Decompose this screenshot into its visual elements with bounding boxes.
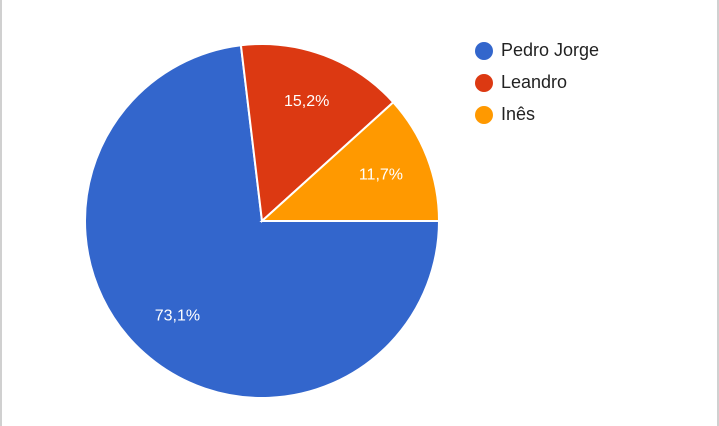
slice-label: 15,2% [284,93,329,110]
legend-marker [475,42,493,60]
legend-label: Leandro [501,72,567,92]
legend-marker [475,74,493,92]
slice-label: 11,7% [359,166,403,183]
legend-label: Inês [501,104,535,124]
pie-slice [239,43,395,224]
legend-marker [475,106,493,124]
slice-label: 73,1% [155,308,200,325]
pie-slice [259,100,441,222]
legend-label: Pedro Jorge [501,40,599,60]
